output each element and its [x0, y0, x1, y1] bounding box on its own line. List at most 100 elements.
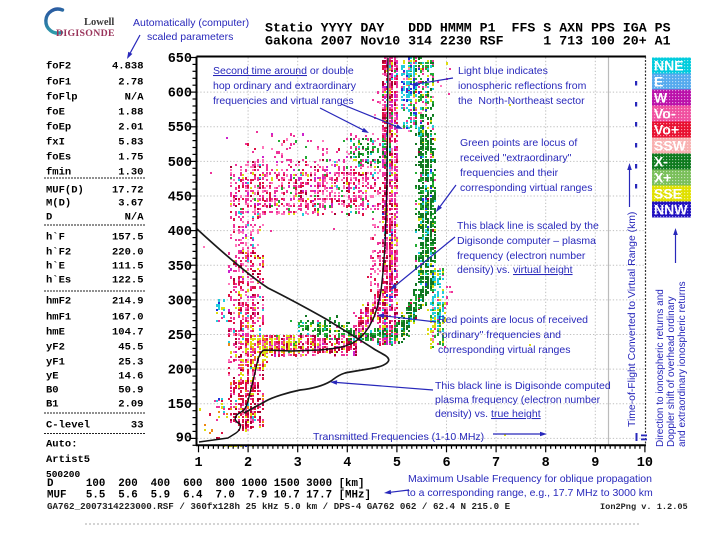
svg-text:Transmitted Frequencies (1-10: Transmitted Frequencies (1-10 MHz): [313, 431, 484, 443]
svg-text:25.3: 25.3: [118, 357, 143, 369]
svg-text:45.5: 45.5: [118, 342, 143, 354]
svg-text:hmF1: hmF1: [46, 312, 71, 324]
svg-text:B0: B0: [46, 385, 59, 397]
svg-text:"ordinary" frequencies and: "ordinary" frequencies and: [438, 329, 561, 341]
svg-text:350: 350: [168, 260, 192, 275]
svg-text:h`E: h`E: [46, 261, 65, 273]
svg-text:2.78: 2.78: [118, 77, 143, 89]
svg-text:frequencies and virtual ranges: frequencies and virtual ranges: [213, 95, 354, 107]
svg-text:Vo+: Vo+: [654, 122, 679, 138]
svg-text:214.9: 214.9: [112, 296, 144, 308]
svg-text:E: E: [654, 74, 663, 90]
svg-text:received "extraordinary": received "extraordinary": [460, 152, 572, 164]
svg-text:4: 4: [343, 456, 351, 471]
svg-text:Maximum Usable Frequency for o: Maximum Usable Frequency for oblique pro…: [408, 473, 652, 485]
svg-text:9: 9: [591, 456, 599, 471]
svg-text:foE: foE: [46, 107, 65, 119]
svg-text:yE: yE: [46, 371, 59, 383]
svg-text:N/A: N/A: [125, 212, 145, 224]
svg-text:250: 250: [168, 329, 192, 344]
svg-text:4.838: 4.838: [112, 61, 144, 73]
svg-text:foEs: foEs: [46, 152, 71, 164]
svg-text:W: W: [654, 90, 668, 106]
svg-text:N/A: N/A: [125, 92, 145, 104]
svg-text:Vo-: Vo-: [654, 106, 676, 122]
svg-text:300: 300: [168, 294, 192, 309]
svg-text:X-: X-: [654, 154, 668, 170]
svg-text:X+: X+: [654, 170, 672, 186]
svg-text:B1: B1: [46, 399, 59, 411]
svg-text:1.88: 1.88: [118, 107, 143, 119]
svg-text:foEp: foEp: [46, 122, 71, 134]
svg-text:167.0: 167.0: [112, 312, 144, 324]
svg-text:This black line is Digisonde c: This black line is Digisonde computed: [435, 380, 611, 392]
svg-text:hop ordinary and extraordinary: hop ordinary and extraordinary: [213, 80, 357, 92]
svg-text:and extraordinary ionospheric: and extraordinary ionospheric returns: [677, 281, 688, 447]
svg-text:10: 10: [637, 456, 653, 471]
svg-text:scaled parameters: scaled parameters: [147, 31, 233, 43]
svg-text:yF2: yF2: [46, 342, 65, 354]
svg-text:frequency (electron number: frequency (electron number: [457, 250, 586, 262]
svg-text:SSW: SSW: [654, 138, 687, 154]
svg-text:2.01: 2.01: [118, 122, 143, 134]
svg-text:Gakona 2007 Nov10 314 2230 RSF: Gakona 2007 Nov10 314 2230 RSF 1 713 100…: [265, 34, 671, 49]
svg-text:50.9: 50.9: [118, 385, 143, 397]
svg-text:This black line is scaled by t: This black line is scaled by the: [457, 220, 599, 232]
svg-text:foF1: foF1: [46, 77, 71, 89]
svg-text:90: 90: [176, 432, 192, 447]
svg-text:h`F: h`F: [46, 232, 65, 244]
svg-text:33: 33: [131, 420, 144, 432]
svg-text:Red points are locus of receiv: Red points are locus of received: [438, 314, 588, 326]
svg-text:yF1: yF1: [46, 357, 65, 369]
svg-text:fmin: fmin: [46, 167, 71, 179]
svg-text:C-level: C-level: [46, 420, 90, 432]
svg-text:5: 5: [393, 456, 401, 471]
svg-text:Direction to ionospheric retur: Direction to ionospheric returns and: [655, 289, 666, 447]
svg-text:Second time around or double: Second time around or double: [213, 65, 354, 77]
svg-text:1.30: 1.30: [118, 167, 143, 179]
svg-text:Time-of-Flight Converted to Vi: Time-of-Flight Converted to Virtual Rang…: [627, 212, 638, 427]
svg-text:ionospheric reflections from: ionospheric reflections from: [458, 80, 587, 92]
svg-text:650: 650: [168, 52, 192, 67]
svg-text:corresponding virtual ranges: corresponding virtual ranges: [460, 182, 593, 194]
svg-text:corresponding virtual ranges: corresponding virtual ranges: [438, 344, 571, 356]
svg-text:D: D: [46, 212, 52, 224]
svg-text:Artist5: Artist5: [46, 454, 90, 466]
svg-text:frequencies and their: frequencies and their: [460, 167, 559, 179]
svg-text:NNW: NNW: [654, 202, 688, 218]
svg-text:200: 200: [168, 364, 192, 379]
svg-text:DIGISONDE: DIGISONDE: [56, 28, 115, 39]
svg-text:fxI: fxI: [46, 137, 65, 149]
svg-text:150: 150: [168, 398, 192, 413]
svg-text:17.72: 17.72: [112, 185, 144, 197]
svg-text:500: 500: [168, 156, 192, 171]
svg-text:Green points are locus of: Green points are locus of: [460, 137, 577, 149]
svg-text:h`Es: h`Es: [46, 275, 71, 287]
svg-text:h`F2: h`F2: [46, 247, 71, 259]
svg-text:1.75: 1.75: [118, 152, 143, 164]
svg-text:Digisonde computer – plasma: Digisonde computer – plasma: [457, 235, 596, 247]
svg-text:600: 600: [168, 87, 192, 102]
svg-text:Ion2Png v. 1.2.05: Ion2Png v. 1.2.05: [600, 502, 688, 512]
svg-text:NNE: NNE: [654, 58, 684, 74]
svg-text:7: 7: [492, 456, 500, 471]
svg-text:3: 3: [294, 456, 302, 471]
svg-text:Automatically (computer): Automatically (computer): [133, 17, 249, 29]
svg-text:to a corresponding range, e.g.: to a corresponding range, e.g., 17.7 MHz…: [407, 487, 653, 499]
svg-text:hmF2: hmF2: [46, 296, 71, 308]
svg-text:8: 8: [542, 456, 550, 471]
svg-text:550: 550: [168, 121, 192, 136]
svg-text:Statio YYYY DAY DDD HMMM P1: Statio YYYY DAY DDD HMMM P1 FFS S AXN PP…: [265, 21, 671, 36]
svg-text:400: 400: [168, 225, 192, 240]
svg-text:foF2: foF2: [46, 61, 71, 73]
svg-text:foFlp: foFlp: [46, 92, 78, 104]
svg-text:220.0: 220.0: [112, 247, 144, 259]
svg-text:SSE: SSE: [654, 186, 682, 202]
svg-text:MUF(D): MUF(D): [46, 185, 84, 197]
svg-text:6: 6: [442, 456, 450, 471]
svg-text:the North-Northeast sector: the North-Northeast sector: [458, 95, 585, 107]
svg-text:Doppler shift of overhead ordi: Doppler shift of overhead ordinary: [666, 296, 677, 447]
svg-text:2.09: 2.09: [118, 399, 143, 411]
svg-text:plasma frequency (electron num: plasma frequency (electron number: [435, 394, 601, 406]
svg-text:Lowell: Lowell: [84, 17, 114, 28]
